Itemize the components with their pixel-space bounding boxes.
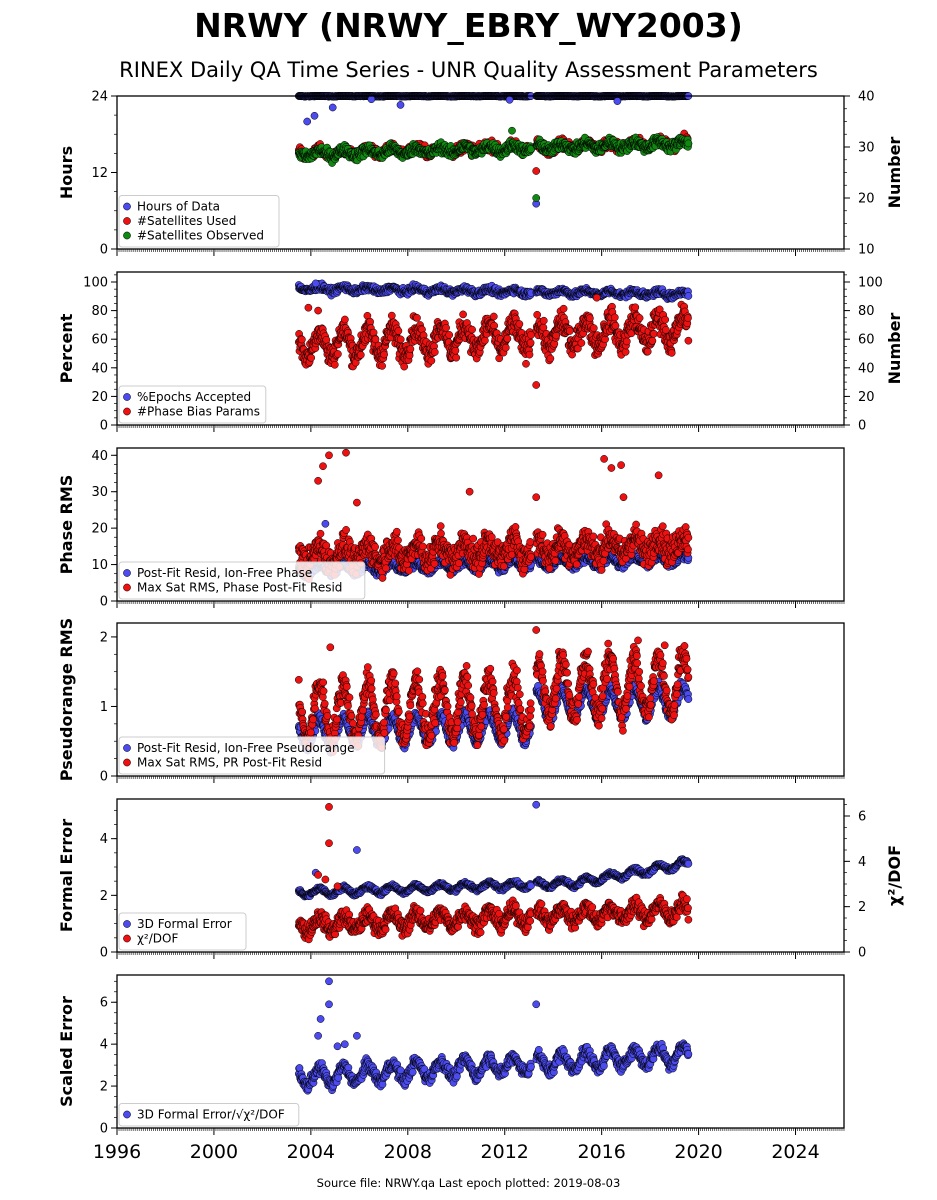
series-blue: [294, 279, 693, 303]
y2-tick-label: 30: [858, 141, 875, 156]
data-point: [394, 327, 403, 335]
percent-panel: 020406080100Percent020406080100Number%Ep…: [57, 271, 904, 434]
hours-panel-points: [294, 92, 693, 208]
chart-title: NRWY (NRWY_EBRY_WY2003): [194, 6, 743, 45]
data-point: [341, 315, 349, 324]
data-point: [405, 351, 414, 360]
data-point: [468, 325, 476, 334]
data-point: [356, 351, 365, 359]
legend-entry: #Satellites Observed: [137, 229, 264, 243]
outlier-point: [310, 111, 319, 120]
y-tick-label: 24: [91, 90, 108, 105]
y2-tick-label: 10: [858, 243, 875, 258]
legend: Hours of Data#Satellites Used#Satellites…: [118, 195, 280, 248]
data-point: [366, 317, 374, 326]
y-axis-label: Hours: [57, 146, 76, 199]
outlier-point: [532, 194, 541, 202]
data-point: [334, 350, 342, 358]
data-point: [445, 331, 454, 339]
data-point: [406, 345, 415, 353]
data-point: [387, 311, 396, 320]
legend-entry: Hours of Data: [137, 200, 220, 214]
outlier-point: [367, 95, 376, 104]
data-point: [330, 360, 339, 369]
data-point: [396, 335, 405, 344]
y2-tick-label: 20: [858, 192, 875, 207]
data-point: [413, 314, 421, 322]
outlier-point: [328, 103, 337, 112]
data-point: [490, 321, 499, 330]
outlier-point: [311, 279, 320, 288]
data-point: [400, 362, 409, 371]
legend-entry: #Satellites Used: [137, 214, 236, 228]
legend-marker: [123, 202, 131, 211]
data-point: [515, 320, 524, 328]
outlier-point: [532, 167, 541, 175]
data-point: [459, 310, 467, 319]
data-point: [684, 139, 693, 148]
data-point: [442, 323, 450, 332]
data-point: [503, 334, 512, 343]
outlier-point: [613, 97, 622, 105]
data-point: [378, 362, 386, 370]
data-point: [452, 353, 461, 362]
data-point: [684, 292, 693, 300]
data-point: [380, 350, 388, 359]
data-point: [430, 348, 439, 356]
chart-subtitle: RINEX Daily QA Time Series - UNR Quality…: [119, 58, 818, 82]
data-point: [322, 335, 331, 344]
legend-marker: [123, 217, 131, 225]
data-point: [481, 336, 489, 345]
data-point: [451, 346, 460, 355]
data-point: [307, 353, 316, 362]
outlier-point: [508, 126, 516, 135]
y-tick-label: 12: [91, 166, 108, 181]
legend-marker: [123, 231, 131, 240]
y2-axis-label: Number: [885, 137, 904, 209]
series-red: [294, 293, 693, 389]
outlier-point: [505, 95, 514, 104]
data-point: [501, 343, 510, 352]
data-point: [298, 335, 306, 344]
outlier-point: [396, 101, 405, 109]
y2-tick-label: 40: [858, 90, 875, 105]
percent-panel-points: [294, 279, 693, 389]
data-point: [489, 312, 498, 321]
data-point: [522, 359, 530, 368]
y-tick-label: 0: [100, 243, 108, 258]
data-point: [427, 356, 436, 365]
outlier-point: [303, 117, 312, 126]
